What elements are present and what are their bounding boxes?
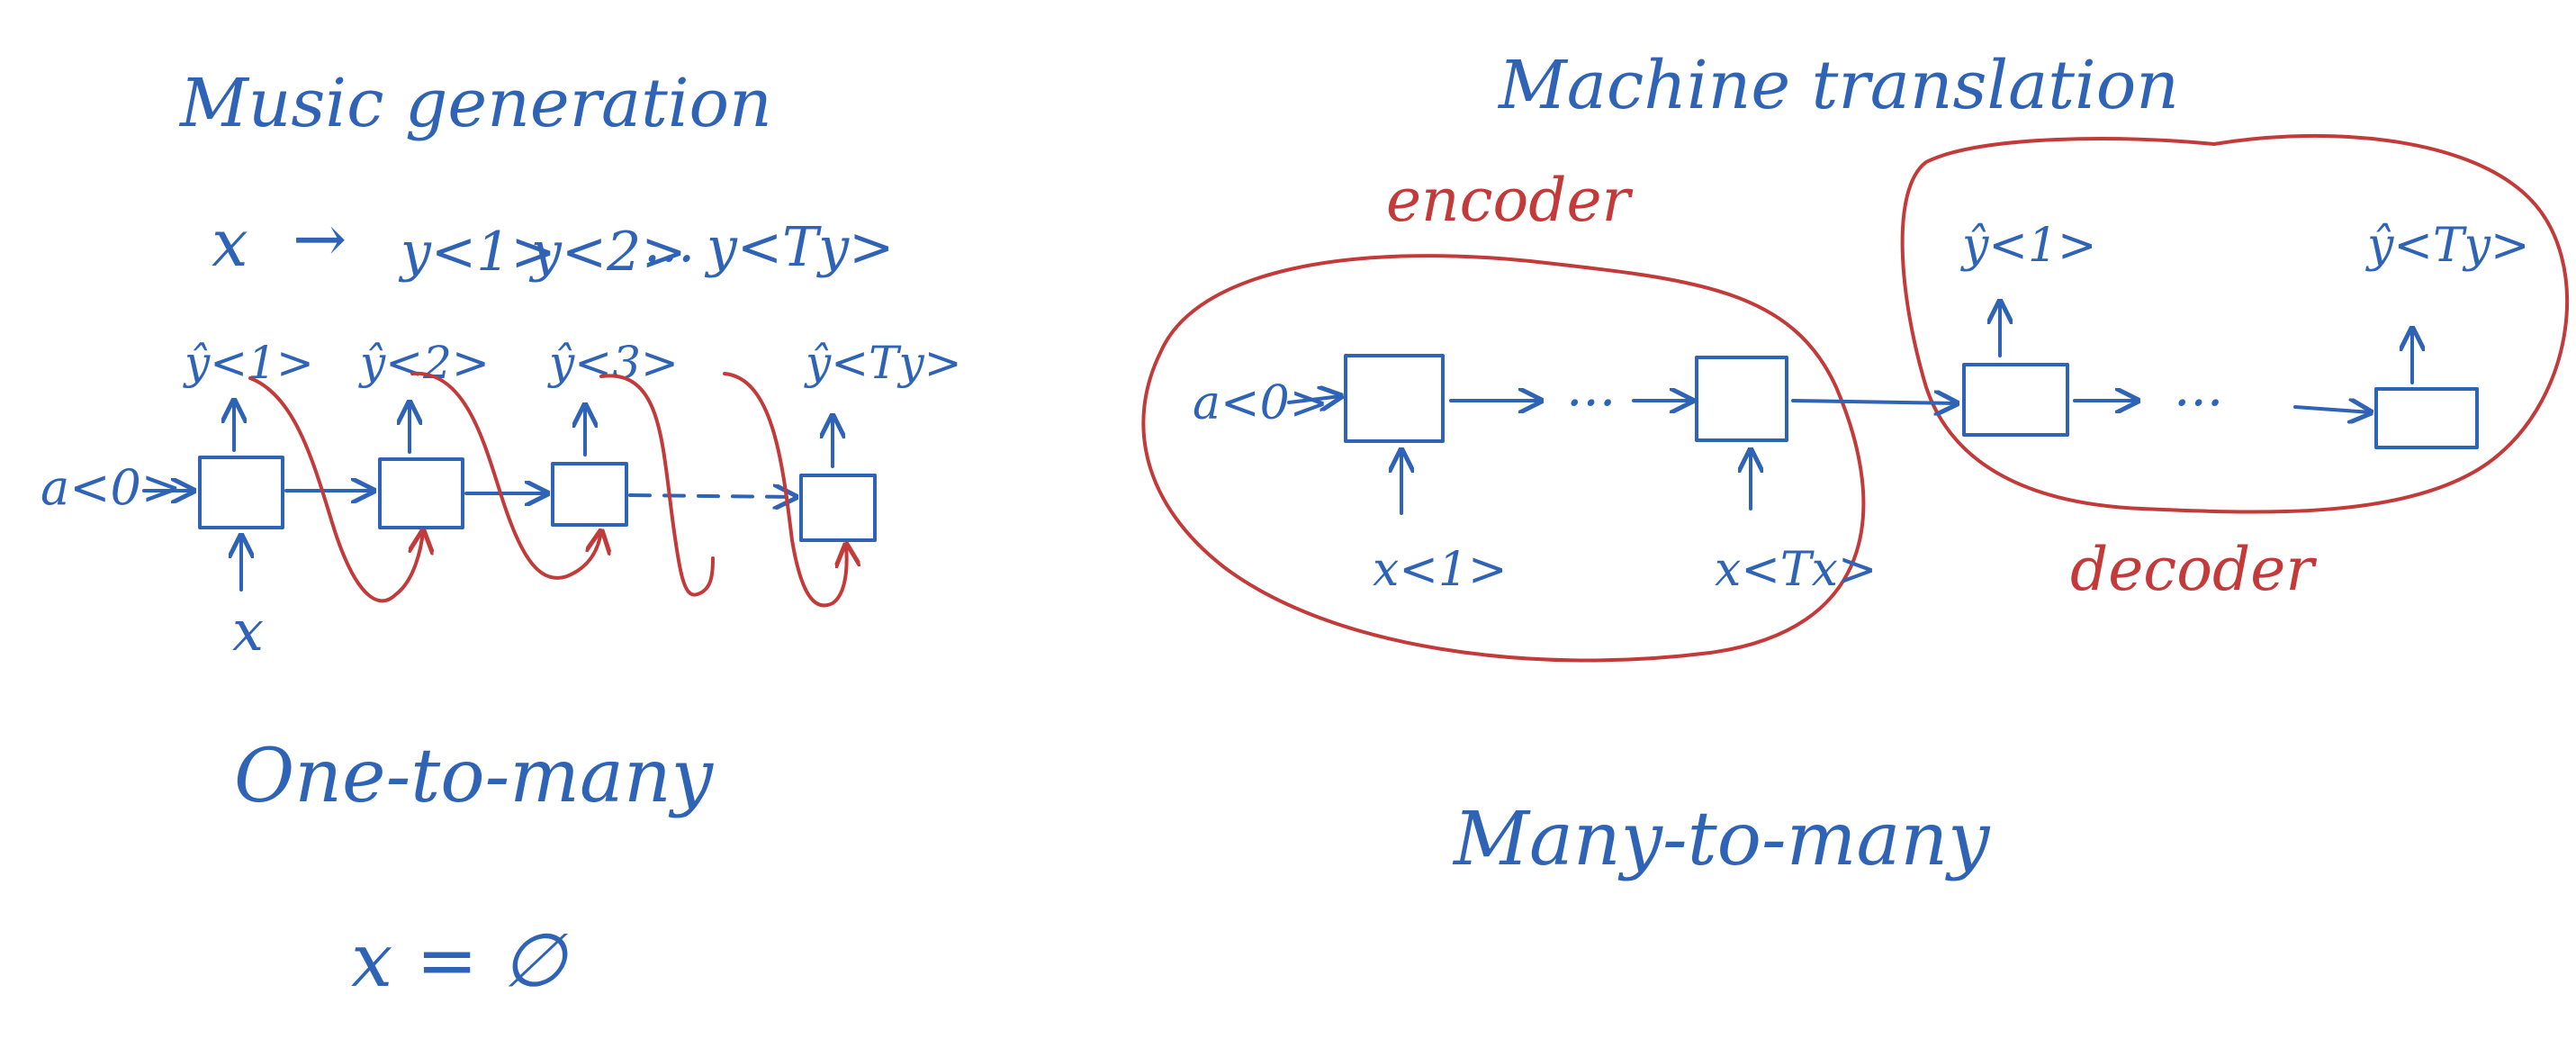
one-to-many-caption: One-to-many <box>234 734 715 819</box>
output-y1: ŷ<1> <box>183 337 314 389</box>
music-generation-diagram: Music generation x → y<1> y<2> ... y<Ty>… <box>41 65 962 1004</box>
input-xTx: x<Tx> <box>1715 543 1877 597</box>
encoder-label: encoder <box>1386 166 1634 235</box>
output-y3: ŷ<3> <box>547 337 679 389</box>
music-generation-title: Music generation <box>178 65 772 142</box>
arrow-dots-decoder2 <box>2293 407 2371 412</box>
sequence-line: x → y<1> y<2> ... y<Ty> <box>212 201 894 284</box>
sequence-y2: y<2> <box>528 221 687 284</box>
output-yTy: ŷ<Ty> <box>2365 219 2530 273</box>
sequence-yTy: y<Ty> <box>704 216 894 279</box>
sequence-y1: y<1> <box>398 221 556 284</box>
rnn-cell-1 <box>198 456 284 529</box>
encoder-cell-1 <box>1344 354 1445 443</box>
many-to-many-caption: Many-to-many <box>1452 797 1991 882</box>
arrow-encoder-to-decoder <box>1791 401 1957 403</box>
decoder-label: decoder <box>2070 535 2317 604</box>
decoder-dots: ... <box>2174 357 2223 418</box>
sequence-arrow: → <box>293 201 347 276</box>
feedback-curve-3 <box>599 374 715 597</box>
rnn-cell-4 <box>799 474 877 542</box>
encoder-dots: ... <box>1566 357 1616 418</box>
feedback-curve-1 <box>248 376 423 603</box>
input-x: x <box>232 598 264 664</box>
feedback-curve-2 <box>410 371 601 580</box>
decoder-cell-1 <box>1962 363 2069 437</box>
machine-translation-title: Machine translation <box>1497 47 2179 124</box>
feedback-curve-4 <box>723 372 847 608</box>
rnn-cell-2 <box>378 457 464 529</box>
arrow-a0-encoder1 <box>1287 396 1341 402</box>
sequence-dots: ... <box>644 212 695 275</box>
machine-translation-diagram: Machine translation encoder decoder a<0>… <box>1141 47 2570 882</box>
output-yTy: ŷ<Ty> <box>804 337 962 389</box>
input-x1: x<1> <box>1373 543 1508 597</box>
decoder-outline <box>1900 133 2570 514</box>
encoder-cell-2 <box>1695 356 1788 442</box>
a0-label: a<0> <box>41 459 182 516</box>
output-y1: ŷ<1> <box>1960 219 2097 273</box>
decoder-cell-2 <box>2374 387 2479 449</box>
sequence-x: x <box>212 205 248 281</box>
rnn-cell-3 <box>551 462 628 527</box>
x-equals-empty-note: x = ∅ <box>351 918 569 1004</box>
encoder-outline <box>1141 254 1866 663</box>
output-y2: ŷ<2> <box>358 337 490 389</box>
translation-a0-label: a<0> <box>1193 376 1329 430</box>
arrow-cell3-cell4 <box>628 495 796 497</box>
